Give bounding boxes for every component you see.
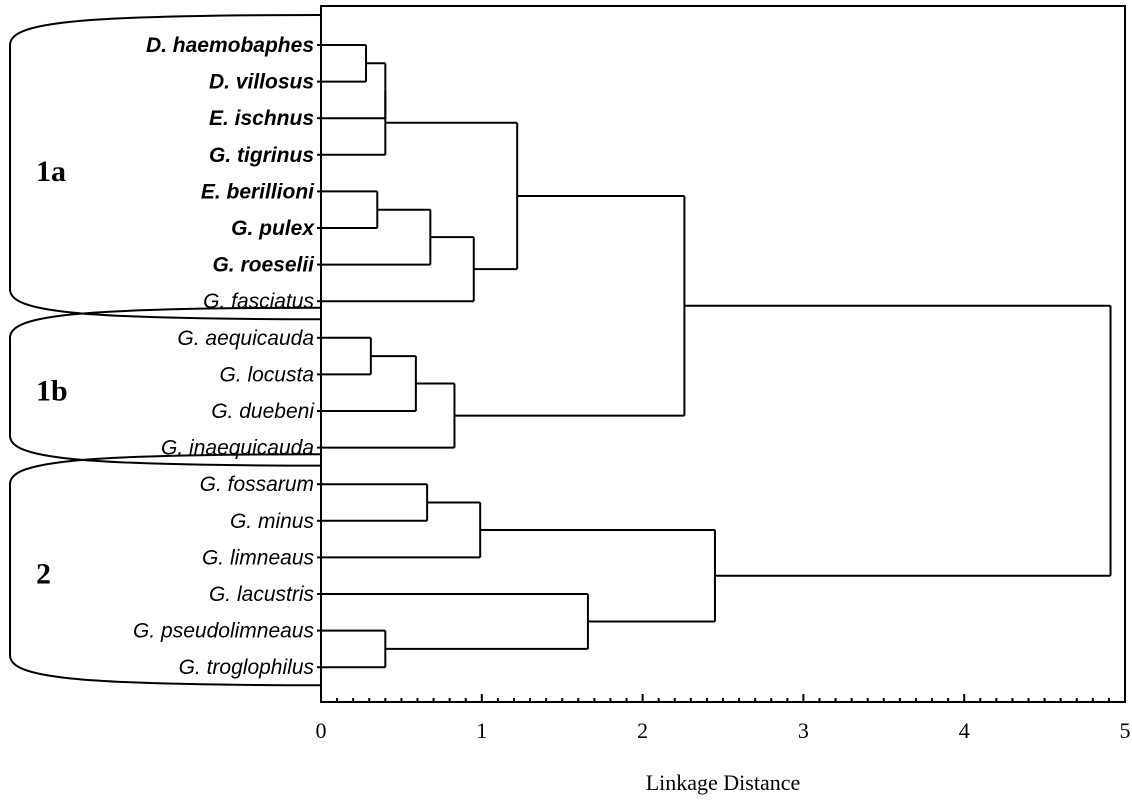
leaf-label: D. haemobaphes [146, 34, 314, 57]
x-tick-label: 2 [637, 718, 648, 743]
leaf-label: G. lacustris [209, 583, 315, 606]
leaf-label: G. fossarum [200, 473, 314, 496]
leaf-label: G. limneaus [202, 546, 315, 569]
x-tick-label: 3 [798, 718, 809, 743]
leaf-label: G. tigrinus [209, 144, 314, 167]
group-bracket [9, 306, 322, 467]
leaf-label: G. roeselii [212, 254, 315, 277]
leaf-label: D. villosus [209, 71, 314, 94]
group-brackets: 1a 1b 2 [9, 14, 322, 687]
leaf-label: G. pulex [231, 217, 315, 240]
leaf-label: G. fasciatus [203, 290, 314, 313]
x-tick-label: 0 [316, 718, 327, 743]
group-label: 2 [36, 558, 51, 591]
leaf-labels: D. haemobaphes D. villosus E. ischnus G. ti… [133, 34, 321, 679]
leaf-label: G. duebeni [211, 400, 315, 423]
leaf-label: G. aequicauda [177, 327, 314, 350]
leaf-label: E. ischnus [209, 107, 314, 130]
group-bracket [9, 14, 322, 321]
x-tick-label: 4 [959, 718, 970, 743]
leaf-label: G. troglophilus [179, 656, 315, 679]
group-bracket [9, 453, 322, 687]
x-tick-label: 1 [476, 718, 487, 743]
leaf-label: G. pseudolimneaus [133, 620, 314, 643]
x-axis-ticks: 0 1 2 3 4 5 [316, 694, 1131, 743]
leaf-label: G. inaequicauda [161, 437, 314, 460]
x-axis-title: Linkage Distance [646, 770, 801, 795]
dendrogram-links [321, 44, 1112, 669]
leaf-label: G. locusta [219, 363, 314, 386]
plot-frame [320, 5, 1126, 703]
x-tick-label: 5 [1120, 718, 1131, 743]
group-label: 1b [36, 375, 68, 408]
leaf-label: E. berillioni [201, 180, 315, 203]
leaf-label: G. minus [230, 510, 315, 533]
group-label: 1a [36, 155, 66, 188]
